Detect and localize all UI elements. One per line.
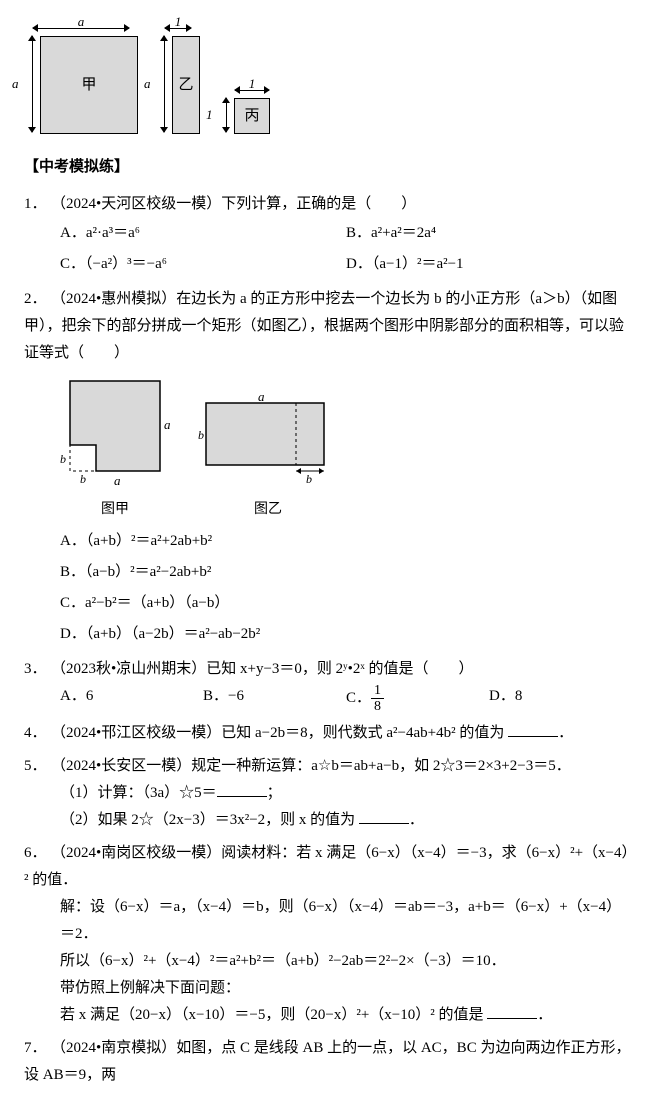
q2-opt-d: D．（a+b）（a−2b）＝a²−ab−2b² [60,619,632,650]
q3-options: A．6 B．−6 C．18 D．8 [60,683,632,714]
q5-text: （2024•长安区一模）规定一种新运算：a☆b＝ab+a−b，如 2☆3＝2×3… [51,758,571,774]
q2-text: （2024•惠州模拟）在边长为 a 的正方形中挖去一个边长为 b 的小正方形（a… [24,291,624,361]
fig-bing: 1 1 丙 [218,82,270,134]
q3-opt-b: B．−6 [203,683,346,714]
q4-tail: ． [558,725,573,741]
question-3: 3．（2023秋•凉山州期末）已知 x+y−3＝0，则 2ʸ•2ˣ 的值是（ ）… [24,656,632,714]
svg-text:b: b [198,428,204,442]
fig-yi: 1 a 乙 [156,20,200,134]
q7-num: 7． [24,1035,51,1062]
q1-options: A．a²·a³＝a⁶ B．a²+a²＝2a⁴ C．（−a²）³＝−a⁶ D．（a… [60,218,632,280]
q2-cap1: 图甲 [60,497,170,522]
q6-l2: 所以（6−x）²+（x−4）²＝a²+b²＝（a+b）²−2ab＝2²−2×（−… [60,948,632,975]
q6-num: 6． [24,840,51,867]
q1-opt-b: B．a²+a²＝2a⁴ [346,218,632,249]
q2-fig-yi: a b b 图乙 [198,393,338,522]
fig-jia-label: 甲 [81,72,96,99]
svg-text:b: b [80,472,86,485]
q1-opt-a: A．a²·a³＝a⁶ [60,218,346,249]
q3-opt-d: D．8 [489,683,632,714]
section-heading: 【中考模拟练】 [24,154,632,181]
q2-opt-b: B．（a−b）²＝a²−2ab+b² [60,557,632,588]
q3-opt-c: C．18 [346,683,489,714]
question-2: 2．（2024•惠州模拟）在边长为 a 的正方形中挖去一个边长为 b 的小正方形… [24,286,632,650]
svg-text:a: a [164,417,170,432]
fig-bing-top-label: 1 [235,72,269,95]
q4-text: （2024•邗江区校级一模）已知 a−2b＝8，则代数式 a²−4ab+4b² … [51,725,504,741]
question-5: 5．（2024•长安区一模）规定一种新运算：a☆b＝ab+a−b，如 2☆3＝2… [24,753,632,834]
fig-yi-top-label: 1 [165,10,191,33]
fig-jia: a a 甲 [24,20,138,134]
fig-yi-side-label: a [144,36,151,132]
q2-opt-a: A．（a+b）²＝a²+2ab+b² [60,526,632,557]
q4-blank [508,721,558,737]
q4-num: 4． [24,720,51,747]
q1-num: 1． [24,191,51,218]
fig-bing-label: 丙 [244,103,259,130]
question-6: 6．（2024•南岗区校级一模）阅读材料：若 x 满足（6−x）（x−4）＝−3… [24,840,632,1029]
q2-fig-jia-svg: a a b b [60,375,170,485]
q2-options: A．（a+b）²＝a²+2ab+b² B．（a−b）²＝a²−2ab+b² C．… [24,526,632,650]
q5-sub2: （2）如果 2☆（2x−3）＝3x²−2，则 x 的值为 ． [60,807,632,834]
q2-fig-yi-svg: a b b [198,393,338,485]
q6-l4: 若 x 满足（20−x）（x−10）＝−5，则（20−x）²+（x−10）² 的… [60,1002,632,1029]
q2-fig-jia: a a b b 图甲 [60,375,170,522]
fig-jia-side-label: a [12,36,19,132]
q5-sub1: （1）计算：（3a）☆5＝； [60,780,632,807]
q2-num: 2． [24,286,51,313]
q1-opt-c: C．（−a²）³＝−a⁶ [60,249,346,280]
q2-cap2: 图乙 [198,497,338,522]
q1-opt-d: D．（a−1）²＝a²−1 [346,249,632,280]
svg-text:b: b [306,472,312,485]
q7-text: （2024•南京模拟）如图，点 C 是线段 AB 上的一点，以 AC，BC 为边… [24,1040,630,1083]
fig-bing-side-label: 1 [206,98,213,132]
q2-opt-c: C．a²−b²＝（a+b）（a−b） [60,588,632,619]
fig-yi-label: 乙 [178,72,193,99]
svg-text:a: a [258,393,265,404]
q6-text: （2024•南岗区校级一模）阅读材料：若 x 满足（6−x）（x−4）＝−3，求… [24,845,629,888]
question-4: 4．（2024•邗江区校级一模）已知 a−2b＝8，则代数式 a²−4ab+4b… [24,720,632,747]
q5-blank2 [359,808,409,824]
q5-blank1 [217,781,267,797]
q3-opt-a: A．6 [60,683,203,714]
q3-opt-c-frac: 18 [371,683,384,714]
q5-num: 5． [24,753,51,780]
fig-jia-top-label: a [33,10,129,33]
q2-figures: a a b b 图甲 a b b 图乙 [60,375,632,522]
question-1: 1．（2024•天河区校级一模）下列计算，正确的是（ ） A．a²·a³＝a⁶ … [24,191,632,280]
question-7: 7．（2024•南京模拟）如图，点 C 是线段 AB 上的一点，以 AC，BC … [24,1035,632,1089]
q6-l3: 带仿照上例解决下面问题： [60,975,632,1002]
q3-num: 3． [24,656,51,683]
svg-text:a: a [114,473,121,485]
q1-text: （2024•天河区校级一模）下列计算，正确的是（ ） [51,196,416,212]
q6-blank [487,1003,537,1019]
q3-text: （2023秋•凉山州期末）已知 x+y−3＝0，则 2ʸ•2ˣ 的值是（ ） [51,661,473,677]
top-figures: a a 甲 1 a 乙 1 1 丙 [24,20,632,134]
q6-l1: 解：设（6−x）＝a，（x−4）＝b，则（6−x）（x−4）＝ab＝−3，a+b… [60,894,632,948]
svg-text:b: b [60,452,66,466]
